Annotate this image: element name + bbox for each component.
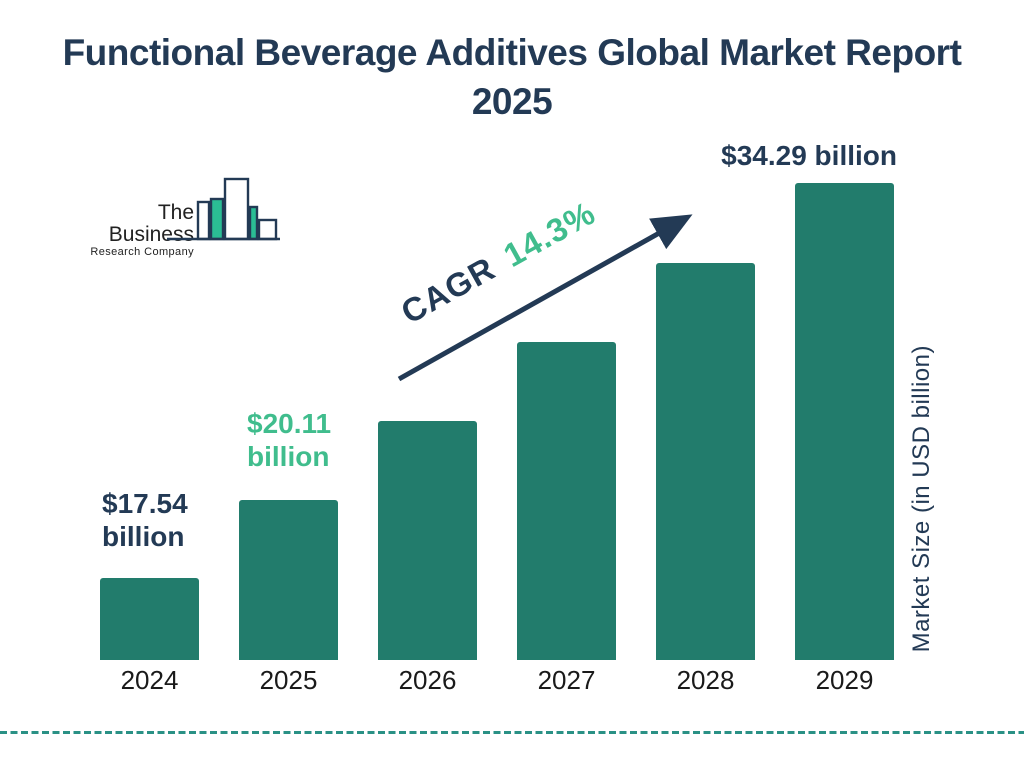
page-title: Functional Beverage Additives Global Mar…	[0, 28, 1024, 126]
bar-2027	[517, 342, 616, 660]
bar-2024	[100, 578, 199, 660]
value-label-2025: $20.11 billion	[247, 408, 332, 472]
page-title-text: Functional Beverage Additives Global Mar…	[62, 32, 962, 122]
bar-2026	[378, 421, 477, 660]
x-tick-label-2024: 2024	[120, 665, 179, 695]
bar-2025	[239, 500, 338, 660]
x-tick-label-2028: 2028	[676, 665, 735, 695]
x-tick-label-2025: 2025	[259, 665, 318, 695]
bar-2029	[795, 183, 894, 660]
x-tick-label-2029: 2029	[815, 665, 874, 695]
y-axis-label: Market Size (in USD billion)	[908, 345, 935, 653]
bottom-dashed-divider	[0, 731, 1024, 734]
bar-2028	[656, 263, 755, 660]
logo-name-line2: Research Company	[90, 246, 194, 258]
logo-bars-icon	[167, 177, 280, 241]
value-label-2029: $34.29 billion	[721, 140, 897, 171]
x-tick-label-2027: 2027	[537, 665, 596, 695]
value-label-2024: $17.54 billion	[102, 488, 188, 552]
x-tick-label-2026: 2026	[398, 665, 457, 695]
